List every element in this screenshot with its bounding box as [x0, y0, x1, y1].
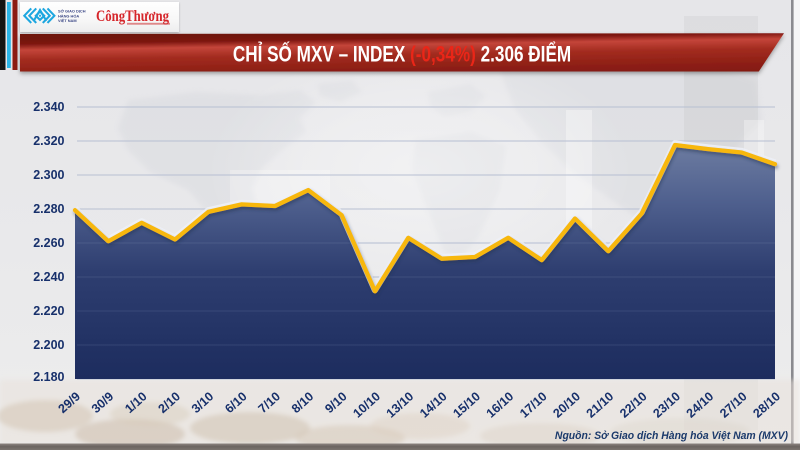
- svg-text:2.200: 2.200: [33, 338, 64, 352]
- svg-text:CHỈ SỐ MXV – INDEX (-0,34%) 2.: CHỈ SỐ MXV – INDEX (-0,34%) 2.306 ĐIỂM: [233, 40, 571, 67]
- svg-text:Nguồn: Sở Giao dịch Hàng hóa V: Nguồn: Sở Giao dịch Hàng hóa Việt Nam (M…: [555, 430, 788, 442]
- svg-text:2.300: 2.300: [33, 168, 64, 182]
- svg-text:2.260: 2.260: [33, 236, 64, 250]
- svg-text:VIỆT NAM: VIỆT NAM: [58, 18, 77, 23]
- svg-text:2.280: 2.280: [33, 202, 64, 216]
- svg-text:2.180: 2.180: [33, 370, 64, 384]
- svg-text:2.340: 2.340: [33, 100, 64, 114]
- svg-text:SỞ GIAO DỊCH: SỞ GIAO DỊCH: [58, 9, 86, 14]
- svg-text:CôngThương: CôngThương: [96, 8, 169, 25]
- svg-text:2.320: 2.320: [33, 134, 64, 148]
- svg-text:HÀNG HÓA: HÀNG HÓA: [58, 13, 79, 18]
- svg-text:2.240: 2.240: [33, 270, 64, 284]
- svg-text:2.220: 2.220: [33, 304, 64, 318]
